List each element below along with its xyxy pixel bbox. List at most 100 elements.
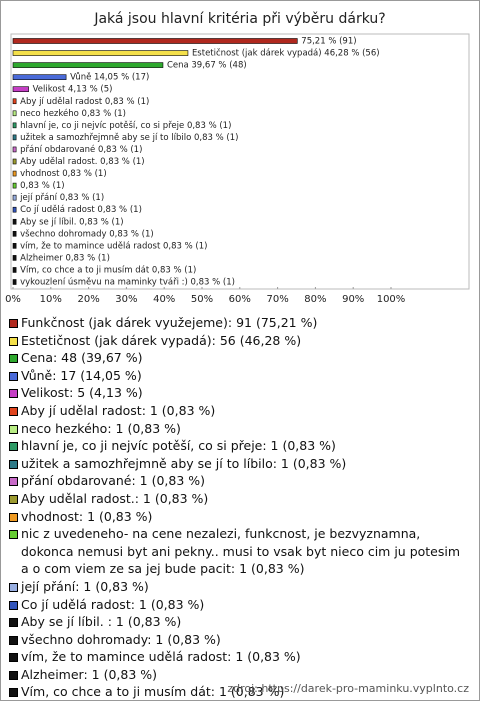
legend-label: nic z uvedeneho- na cene nezalezi, funkc… [21, 526, 461, 577]
bar-label: Cena 39,67 % (48) [167, 61, 247, 71]
legend-item: hlavní je, co ji nejvíc potěší, co si př… [9, 437, 471, 455]
x-tick-label: 70% [266, 294, 288, 305]
x-tick-label: 10% [40, 294, 62, 305]
legend-item: Vím, co chce a to ji musím dát: 1 (0,83 … [9, 683, 471, 700]
legend-item: Co jí udělá radost: 1 (0,83 %) [9, 596, 471, 614]
bar-label: 75,21 % (91) [301, 37, 356, 47]
legend-item: Velikost: 5 (4,13 %) [9, 384, 471, 402]
x-tick-label: 100% [377, 294, 406, 305]
source: zdroj: https://darek-pro-maminku.vyplnto… [227, 682, 469, 695]
legend: Funkčnost (jak dárek využejeme): 91 (75,… [9, 314, 471, 700]
bar-label: vykouzlení úsměvu na maminky tváři :) 0,… [20, 278, 235, 288]
chart-title: Jaká jsou hlavní kritéria při výběru dár… [93, 11, 385, 27]
bar [12, 122, 17, 129]
legend-label: Alzheimer: 1 (0,83 %) [21, 666, 158, 682]
legend-item: Funkčnost (jak dárek využejeme): 91 (75,… [9, 314, 471, 332]
legend-label: Vůně: 17 (14,05 %) [21, 367, 142, 383]
bar-label: všechno dohromady 0,83 % (1) [20, 228, 154, 239]
legend-label: Estetičnost (jak dárek vypadá): 56 (46,2… [21, 332, 302, 348]
legend-swatch [9, 600, 18, 610]
bar [12, 243, 17, 249]
bar [12, 146, 17, 153]
bar-label: Co jí udělá radost 0,83 % (1) [20, 205, 142, 215]
bar [12, 279, 17, 285]
legend-item: vím, že to mamince udělá radost: 1 (0,83… [9, 648, 471, 666]
bar [12, 194, 17, 201]
legend-item: všechno dohromady: 1 (0,83 %) [9, 631, 471, 649]
bar-label: užitek a samozhřejmně aby se jí to líbil… [20, 133, 238, 143]
bar [12, 38, 298, 44]
legend-label: Cena: 48 (39,67 %) [21, 350, 143, 366]
legend-item: Aby jí udělal radost: 1 (0,83 %) [9, 402, 471, 420]
bar-label: 0,83 % (1) [20, 181, 64, 191]
legend-label: Aby udělal radost.: 1 (0,83 %) [21, 490, 209, 506]
bar [12, 158, 17, 165]
legend-item: Aby udělal radost.: 1 (0,83 %) [9, 490, 471, 508]
bar [12, 170, 17, 177]
legend-swatch [9, 477, 18, 487]
legend-swatch [9, 354, 18, 364]
legend-item: Estetičnost (jak dárek vypadá): 56 (46,2… [9, 332, 471, 350]
legend-label: neco hezkého: 1 (0,83 %) [21, 420, 181, 436]
bar-label: vím, že to mamince udělá radost 0,83 % (… [20, 241, 207, 251]
x-tick-label: 20% [77, 294, 99, 305]
legend-swatch [9, 670, 18, 680]
bar-label: přání obdarované 0,83 % (1) [20, 144, 142, 155]
bar-label: Vůně 14,05 % (17) [70, 72, 149, 83]
legend-swatch [9, 512, 18, 522]
bar [12, 74, 67, 80]
x-tick-label: 90% [342, 294, 364, 305]
legend-item: Cena: 48 (39,67 %) [9, 349, 471, 367]
legend-label: vhodnost: 1 (0,83 %) [21, 508, 153, 524]
legend-swatch [9, 389, 18, 399]
legend-swatch [9, 688, 18, 698]
bar-label: Vím, co chce a to ji musím dát 0,83 % (1… [20, 265, 196, 275]
legend-label: Aby jí udělal radost: 1 (0,83 %) [21, 402, 216, 418]
x-tick-label: 50% [191, 294, 213, 305]
legend-swatch [9, 618, 18, 628]
legend-label: vím, že to mamince udělá radost: 1 (0,83… [21, 649, 301, 665]
x-tick-label: 80% [304, 294, 326, 305]
bar [12, 267, 17, 273]
legend-item: Alzheimer: 1 (0,83 %) [9, 666, 471, 684]
legend-item: Vůně: 17 (14,05 %) [9, 367, 471, 385]
legend-label: její přání: 1 (0,83 %) [21, 578, 149, 594]
legend-label: Co jí udělá radost: 1 (0,83 %) [21, 596, 205, 612]
bar [12, 255, 17, 261]
legend-item: přání obdarované: 1 (0,83 %) [9, 472, 471, 490]
legend-label: Vím, co chce a to ji musím dát: 1 (0,83 … [21, 684, 285, 700]
x-tick-label: 40% [153, 294, 175, 305]
legend-label: přání obdarované: 1 (0,83 %) [21, 473, 206, 489]
legend-label: Aby se jí líbil. : 1 (0,83 %) [21, 614, 182, 630]
legend-label: užitek a samozhřejmně aby se jí to líbil… [21, 455, 347, 471]
bar [12, 206, 17, 213]
bar [12, 218, 17, 225]
bar [12, 134, 17, 141]
bar-label: její přání 0,83 % (1) [19, 193, 104, 203]
legend-swatch [9, 530, 18, 540]
bar [12, 231, 17, 237]
bar-label: Alzheimer 0,83 % (1) [20, 253, 110, 263]
bar [12, 182, 17, 189]
bar-label: neco hezkého 0,83 % (1) [20, 108, 126, 119]
legend-item: její přání: 1 (0,83 %) [9, 578, 471, 596]
legend-swatch [9, 653, 18, 663]
bar-label: Aby udělal radost. 0,83 % (1) [20, 157, 145, 167]
bar-label: Aby jí udělal radost 0,83 % (1) [20, 97, 149, 107]
legend-item: vhodnost: 1 (0,83 %) [9, 508, 471, 526]
chart: Jaká jsou hlavní kritéria při výběru dár… [5, 11, 470, 305]
bar-label: Estetičnost (jak dárek vypadá) 46,28 % (… [192, 48, 380, 59]
x-tick-label: 60% [229, 294, 251, 305]
legend-swatch [9, 459, 18, 469]
legend-label: Velikost: 5 (4,13 %) [21, 385, 143, 401]
legend-swatch [9, 635, 18, 645]
bar [12, 98, 17, 105]
legend-item: nic z uvedeneho- na cene nezalezi, funkc… [9, 525, 471, 578]
legend-label: hlavní je, co ji nejvíc potěší, co si př… [21, 438, 336, 454]
bar [12, 86, 29, 92]
legend-item: neco hezkého: 1 (0,83 %) [9, 420, 471, 438]
legend-label: Funkčnost (jak dárek využejeme): 91 (75,… [21, 315, 318, 330]
bar-label: vhodnost 0,83 % (1) [20, 169, 107, 179]
legend-swatch [9, 424, 18, 434]
